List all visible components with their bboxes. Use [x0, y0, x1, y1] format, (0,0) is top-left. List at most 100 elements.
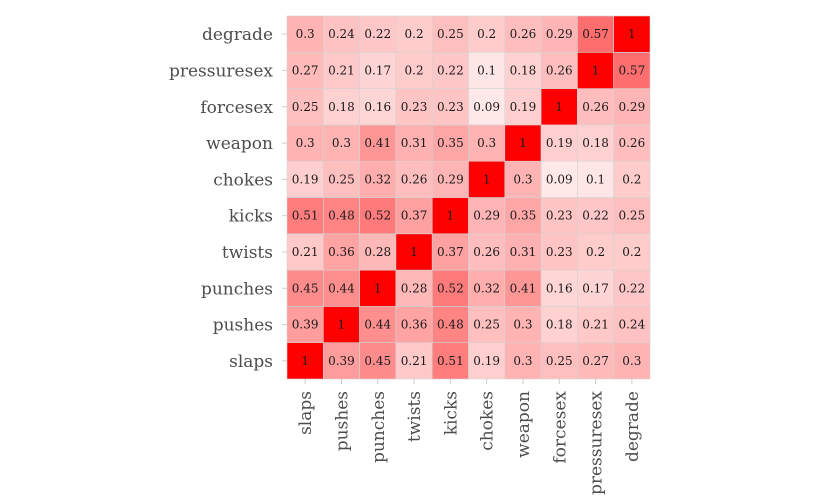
cell-value-label: 0.3 [513, 354, 532, 368]
heatmap-cell-punches-forcesex [540, 269, 578, 307]
y-axis-label-twists: twists [222, 243, 273, 263]
heatmap-cell-pressuresex-chokes [468, 51, 506, 89]
heatmap-cell-chokes-punches [359, 160, 397, 198]
cell-value-label: 0.25 [546, 354, 573, 368]
cell-value-label: 0.2 [622, 245, 641, 259]
cell-value-label: 0.51 [292, 209, 319, 223]
cell-value-label: 0.57 [582, 27, 609, 41]
x-axis-label-pressuresex: pressuresex [587, 391, 607, 495]
cell-value-label: 1 [483, 172, 491, 186]
heatmap-cell-chokes-pressuresex [577, 160, 615, 198]
heatmap-cell-kicks-kicks [431, 197, 469, 235]
heatmap-cell-chokes-twists [395, 160, 433, 198]
heatmap-cell-pressuresex-punches [359, 51, 397, 89]
cell-value-label: 0.26 [582, 100, 609, 114]
cell-value-label: 0.25 [328, 172, 355, 186]
x-axis-label-weapon: weapon [514, 391, 534, 458]
x-axis-label-degrade: degrade [623, 391, 643, 462]
heatmap-cell-pushes-degrade [613, 306, 651, 343]
cell-value-label: 0.19 [292, 172, 319, 186]
heatmap-cell-pressuresex-twists [395, 51, 433, 89]
y-axis-label-slaps: slaps [229, 352, 273, 372]
cell-value-label: 0.21 [401, 354, 428, 368]
cell-value-label: 0.09 [473, 100, 500, 114]
heatmap-cell-labels: 1 0.39 0.45 0.21 0.51 0.19 0.3 0.25 0.27 0.30.39 1… [292, 27, 646, 368]
heatmap-cell-slaps-slaps [286, 342, 324, 380]
heatmap-cell-degrade-pushes [322, 15, 360, 53]
cell-value-label: 0.21 [292, 245, 319, 259]
cell-value-label: 0.41 [510, 281, 537, 295]
heatmap-cell-forcesex-punches [359, 88, 397, 126]
heatmap-cells [286, 15, 651, 380]
cell-value-label: 0.2 [477, 27, 496, 41]
heatmap-cell-pushes-weapon [504, 306, 542, 343]
cell-value-label: 0.41 [364, 136, 391, 150]
heatmap-cell-degrade-chokes [468, 15, 506, 53]
cell-value-label: 0.26 [618, 136, 645, 150]
cell-value-label: 0.35 [510, 209, 537, 223]
heatmap-cell-kicks-pressuresex [577, 197, 615, 235]
heatmap-cell-twists-degrade [613, 233, 651, 271]
cell-value-label: 0.32 [364, 172, 391, 186]
cell-value-label: 0.48 [437, 318, 464, 332]
cell-value-label: 0.3 [332, 136, 351, 150]
cell-value-label: 0.25 [292, 100, 319, 114]
cell-value-label: 0.29 [473, 209, 500, 223]
heatmap-cell-forcesex-pressuresex [577, 88, 615, 126]
heatmap-cell-twists-kicks [431, 233, 469, 271]
cell-value-label: 0.18 [510, 63, 537, 77]
cell-value-label: 0.1 [586, 172, 605, 186]
x-axis-label-slaps: slaps [296, 391, 316, 435]
cell-value-label: 0.39 [328, 354, 355, 368]
cell-value-label: 0.16 [364, 100, 391, 114]
heatmap-cell-weapon-pressuresex [577, 124, 615, 162]
cell-value-label: 0.2 [405, 27, 424, 41]
cell-value-label: 1 [519, 136, 527, 150]
cell-value-label: 0.51 [437, 354, 464, 368]
cell-value-label: 0.22 [618, 281, 645, 295]
heatmap-cell-degrade-kicks [431, 15, 469, 53]
x-axis-label-punches: punches [369, 391, 389, 463]
cell-value-label: 0.19 [510, 100, 537, 114]
heatmap-cell-slaps-degrade [613, 342, 651, 380]
cell-value-label: 1 [628, 27, 636, 41]
cell-value-label: 0.3 [622, 354, 641, 368]
heatmap-cell-weapon-forcesex [540, 124, 578, 162]
heatmap-cell-punches-weapon [504, 269, 542, 307]
heatmap-cell-pressuresex-degrade [613, 51, 651, 89]
cell-value-label: 0.39 [292, 318, 319, 332]
heatmap-cell-twists-twists [395, 233, 433, 271]
cell-value-label: 0.45 [292, 281, 319, 295]
cell-value-label: 0.31 [510, 245, 537, 259]
y-axis-label-degrade: degrade [202, 25, 273, 45]
heatmap-cell-pushes-pressuresex [577, 306, 615, 343]
cell-value-label: 0.3 [296, 136, 315, 150]
cell-value-label: 0.28 [401, 281, 428, 295]
cell-value-label: 0.22 [364, 27, 391, 41]
cell-value-label: 0.28 [364, 245, 391, 259]
heatmap-cell-slaps-chokes [468, 342, 506, 380]
cell-value-label: 0.22 [437, 63, 464, 77]
heatmap-cell-forcesex-chokes [468, 88, 506, 126]
cell-value-label: 0.23 [546, 245, 573, 259]
x-axis-label-pushes: pushes [332, 391, 352, 451]
cell-value-label: 1 [447, 209, 455, 223]
cell-value-label: 0.3 [296, 27, 315, 41]
heatmap-cell-chokes-degrade [613, 160, 651, 198]
cell-value-label: 0.36 [401, 318, 428, 332]
cell-value-label: 0.17 [582, 281, 609, 295]
heatmap-cell-kicks-forcesex [540, 197, 578, 235]
heatmap-cell-degrade-forcesex [540, 15, 578, 53]
cell-value-label: 0.37 [401, 209, 428, 223]
cell-value-label: 0.19 [546, 136, 573, 150]
cell-value-label: 0.52 [364, 209, 391, 223]
y-axis-label-pushes: pushes [213, 316, 273, 336]
cell-value-label: 0.52 [437, 281, 464, 295]
cell-value-label: 0.57 [618, 63, 645, 77]
cell-value-label: 0.23 [546, 209, 573, 223]
cell-value-label: 0.26 [401, 172, 428, 186]
heatmap-cell-forcesex-twists [395, 88, 433, 126]
cell-value-label: 0.25 [618, 209, 645, 223]
cell-value-label: 0.23 [401, 100, 428, 114]
heatmap-cell-kicks-weapon [504, 197, 542, 235]
